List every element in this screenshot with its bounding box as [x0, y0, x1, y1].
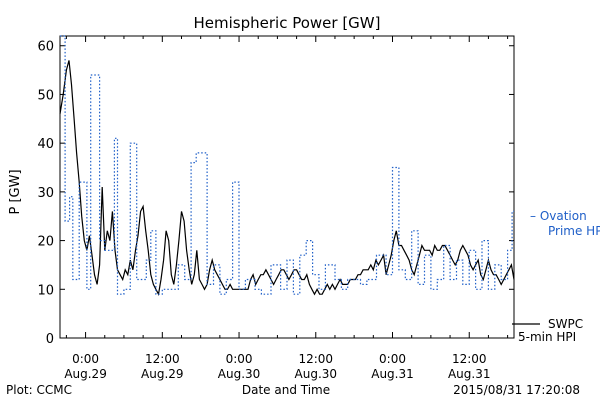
x-tick-date-label: Aug.30	[295, 367, 338, 381]
y-tick-label: 10	[37, 283, 54, 298]
series-ovation-prime-hpi	[60, 35, 514, 295]
y-tick-label: 60	[37, 40, 54, 55]
series-layer	[59, 35, 515, 297]
x-axis-ticks: 0:00Aug.2912:00Aug.290:00Aug.3012:00Aug.…	[64, 36, 509, 381]
footer-timestamp: 2015/08/31 17:20:08	[453, 383, 580, 397]
footer-left: Plot: CCMC	[6, 383, 72, 397]
x-tick-date-label: Aug.31	[371, 367, 414, 381]
x-tick-time-label: 12:00	[145, 352, 180, 366]
x-tick-time-label: 12:00	[298, 352, 333, 366]
y-tick-label: 50	[37, 88, 54, 103]
x-tick-date-label: Aug.30	[218, 367, 261, 381]
y-tick-label: 30	[37, 186, 54, 201]
legend-swpc-line1: SWPC	[548, 317, 583, 331]
x-tick-date-label: Aug.29	[64, 367, 107, 381]
y-axis-label: P [GW]	[8, 169, 23, 214]
chart-title: Hemispheric Power [GW]	[194, 14, 381, 32]
legend-ovation-line1: – Ovation	[530, 209, 587, 223]
plot-frame	[59, 35, 515, 339]
series-swpc-5min-hpi	[59, 60, 515, 297]
x-tick-date-label: Aug.29	[141, 367, 184, 381]
y-tick-label: 0	[46, 332, 54, 347]
x-axis-label: Date and Time	[242, 383, 330, 397]
y-tick-label: 40	[37, 137, 54, 152]
x-tick-time-label: 0:00	[226, 352, 253, 366]
x-tick-time-label: 0:00	[379, 352, 406, 366]
legend-swpc-line2: 5-min HPI	[518, 330, 576, 344]
y-axis-ticks: 0 10 20 30 40 50 60	[37, 40, 514, 347]
legend-ovation-line2: Prime HPI	[548, 224, 600, 238]
y-tick-label: 20	[37, 235, 54, 250]
x-tick-time-label: 12:00	[452, 352, 487, 366]
x-tick-time-label: 0:00	[72, 352, 99, 366]
x-tick-date-label: Aug.31	[448, 367, 491, 381]
